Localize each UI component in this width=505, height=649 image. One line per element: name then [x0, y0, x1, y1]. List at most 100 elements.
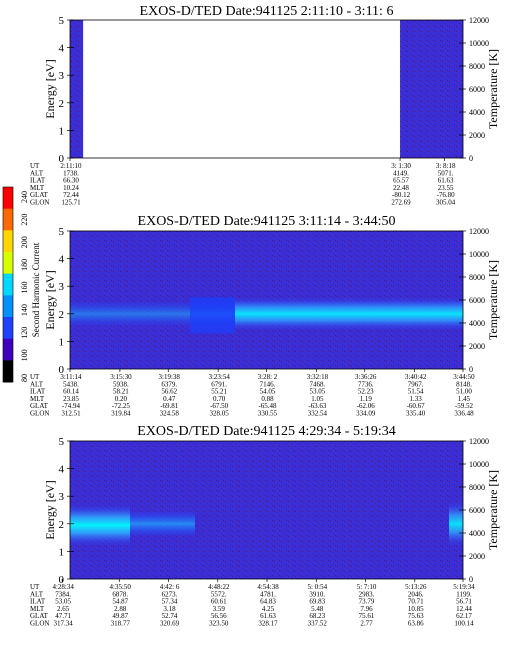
orbit-value: 3:23:54 — [208, 373, 230, 381]
orbit-value: 323.50 — [209, 620, 229, 628]
y2-tick-label: 2000 — [469, 552, 485, 561]
orbit-value: 7736. — [358, 380, 374, 388]
orbit-value: 0.47 — [163, 395, 176, 403]
panel-title: EXOS-D/TED Date:941125 2:11:10 - 3:11: 6 — [140, 4, 394, 19]
y-tick-label: 4 — [59, 254, 65, 266]
colorbar-tick-label: 140 — [20, 304, 29, 316]
y-tick-label: 2 — [59, 519, 65, 531]
colorbar-swatch — [3, 252, 13, 275]
orbit-value: 52.23 — [358, 388, 374, 396]
orbit-value: 56.56 — [211, 612, 227, 620]
thermal-band-tail — [130, 510, 195, 538]
orbit-value: 328.05 — [210, 410, 230, 418]
orbit-value: -60.67 — [407, 402, 426, 410]
orbit-value: -76.80 — [437, 191, 456, 199]
y-tick-label: 0 — [59, 574, 65, 586]
orbit-value: 62.17 — [456, 612, 472, 620]
y-tick-label: 5 — [59, 226, 65, 238]
orbit-value: -72.25 — [112, 402, 131, 410]
y2-tick-label: 0 — [469, 575, 473, 584]
orbit-value: 22.48 — [393, 184, 409, 192]
y2-tick-label: 2000 — [469, 342, 485, 351]
orbit-value: 51.00 — [456, 388, 472, 396]
orbit-value: 58.21 — [113, 388, 129, 396]
orbit-value: 69.83 — [309, 598, 325, 606]
y2-tick-label: 12000 — [469, 437, 489, 446]
y2-axis-label: Temperature [K] — [486, 470, 500, 550]
orbit-value: 55.21 — [211, 388, 227, 396]
orbit-value: 6878. — [112, 590, 128, 598]
colorbar-swatch — [3, 360, 13, 383]
orbit-value: 63.86 — [408, 620, 424, 628]
orbit-value: 53.05 — [310, 388, 326, 396]
colorbar-title: Second Harmonic Current — [31, 242, 41, 337]
orbit-value: -80.12 — [392, 191, 411, 199]
plot-area — [70, 231, 463, 369]
orbit-value: 272.69 — [391, 199, 411, 207]
orbit-value: 2046. — [408, 590, 424, 598]
orbit-value: 10.85 — [408, 605, 424, 613]
y-tick-label: 1 — [59, 336, 65, 348]
orbit-value: 334.09 — [356, 410, 376, 418]
orbit-value: 3:40:42 — [405, 373, 427, 381]
orbit-value: 5438. — [63, 380, 79, 388]
orbit-value: 3.18 — [163, 605, 176, 613]
orbit-value: 3:15:30 — [110, 373, 132, 381]
orbit-value: -63.63 — [308, 402, 327, 410]
orbit-value: 3:19:38 — [159, 373, 181, 381]
orbit-value: 6379. — [161, 380, 177, 388]
row-label: UT — [30, 162, 40, 170]
y2-tick-label: 10000 — [469, 250, 489, 259]
y2-tick-label: 6000 — [469, 296, 485, 305]
orbit-value: 6791. — [211, 380, 227, 388]
y-tick-label: 2 — [59, 309, 65, 321]
orbit-value: 4:28:34 — [52, 583, 74, 591]
thermal-band-right — [449, 501, 463, 546]
orbit-value: 332.54 — [308, 410, 328, 418]
y-axis-label: Energy [eV] — [43, 59, 57, 118]
spectrogram-panel-1: EXOS-D/TED Date:941125 2:11:10 - 3:11: 6… — [30, 4, 500, 207]
row-label: GLAT — [30, 612, 49, 620]
y2-tick-label: 8000 — [469, 483, 485, 492]
orbit-value: 4:54:38 — [257, 583, 279, 591]
y2-tick-label: 12000 — [469, 16, 489, 25]
orbit-value: -69.81 — [160, 402, 179, 410]
orbit-value: 60.14 — [63, 388, 79, 396]
colorbar-swatch — [3, 273, 13, 296]
orbit-value: 6273. — [162, 590, 178, 598]
orbit-value: 337.52 — [308, 620, 328, 628]
orbit-value: 317.34 — [54, 620, 74, 628]
orbit-value: 1.19 — [360, 395, 373, 403]
orbit-value: 49.87 — [112, 612, 128, 620]
orbit-value: 8148. — [456, 380, 472, 388]
orbit-value: 330.55 — [258, 410, 278, 418]
y2-tick-label: 0 — [469, 154, 473, 163]
orbit-value: -74.94 — [62, 402, 81, 410]
y2-tick-label: 6000 — [469, 506, 485, 515]
spectrogram-panel-2: EXOS-D/TED Date:941125 3:11:14 - 3:44:50… — [30, 214, 500, 418]
colorbar-swatch — [3, 187, 13, 210]
plot-area — [70, 20, 463, 158]
orbit-value: 5.48 — [311, 605, 324, 613]
row-label: GLON — [30, 199, 49, 207]
y2-axis-label: Temperature [K] — [486, 49, 500, 129]
y-tick-label: 3 — [59, 281, 65, 293]
orbit-value: 72.44 — [63, 191, 79, 199]
orbit-value: 5572. — [211, 590, 227, 598]
y-tick-label: 1 — [59, 546, 65, 558]
orbit-value: 52.74 — [162, 612, 178, 620]
orbit-value: 4781. — [260, 590, 276, 598]
orbit-value: 4.25 — [262, 605, 275, 613]
row-label: UT — [30, 373, 40, 381]
y2-tick-label: 4000 — [469, 319, 485, 328]
orbit-value: 61.63 — [260, 612, 276, 620]
y-tick-label: 4 — [59, 43, 65, 55]
orbit-value: 5: 7:10 — [357, 583, 377, 591]
y-tick-label: 2 — [59, 98, 65, 110]
orbit-value: 305.04 — [436, 199, 456, 207]
colorbar-tick-label: 80 — [20, 374, 29, 382]
y-tick-label: 3 — [59, 491, 65, 503]
row-label: ALT — [30, 380, 44, 388]
orbit-value: 4:48:22 — [208, 583, 230, 591]
orbit-value: 3:11:14 — [60, 373, 82, 381]
